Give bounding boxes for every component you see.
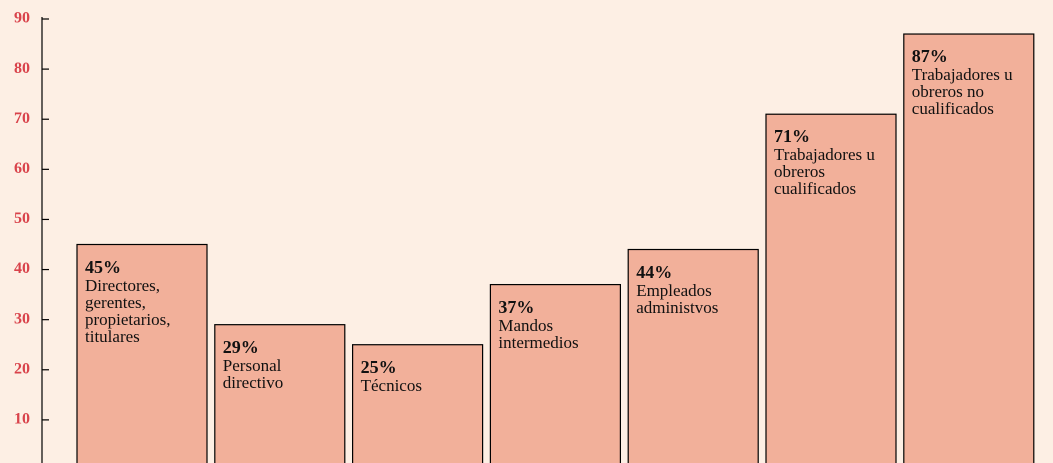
y-tick-label: 20	[14, 360, 30, 377]
bar-label: 37% Mandos intermedios	[498, 296, 618, 352]
y-tick-label: 60	[14, 160, 30, 177]
bar-label: 71% Trabajadores u obreros cualificados	[774, 126, 894, 199]
bar-label: 87% Trabajadores u obreros no cualificado…	[911, 46, 1032, 119]
y-tick-label: 80	[14, 60, 30, 77]
value-label: 44%	[636, 261, 673, 282]
category-label: Empleados administvos	[636, 280, 719, 317]
bar	[765, 113, 897, 463]
bar	[903, 33, 1035, 463]
bar-label: 29% Personal directivo	[222, 336, 343, 392]
category-label: Trabajadores u obreros no cualificados	[911, 65, 1013, 119]
category-label: Trabajadores u obreros cualificados	[774, 145, 875, 199]
category-label: Mandos intermedios	[498, 315, 579, 352]
value-label: 37%	[498, 296, 535, 317]
bar-label: 25% Técnicos	[360, 356, 481, 395]
value-label: 45%	[85, 256, 121, 277]
y-tick-label: 30	[14, 310, 30, 327]
bar	[76, 243, 208, 463]
category-label: Personal directivo	[222, 355, 284, 392]
y-tick-label: 90	[14, 10, 30, 27]
category-label: Técnicos	[360, 375, 422, 395]
bar	[214, 324, 346, 463]
bar-label: 44% Empleados administvos	[636, 261, 756, 317]
value-label: 29%	[222, 336, 259, 357]
bar-label: 45% Directores, gerentes, propietarios, t…	[85, 256, 205, 346]
bar	[352, 344, 484, 463]
value-label: 71%	[774, 126, 810, 147]
value-label: 25%	[360, 356, 397, 377]
y-tick-label: 10	[14, 411, 30, 428]
y-tick-label: 40	[14, 260, 30, 277]
y-tick-label: 70	[14, 110, 30, 127]
bar	[627, 248, 759, 463]
bar	[489, 283, 621, 463]
value-label: 87%	[911, 46, 948, 67]
category-label: Directores, gerentes, propietarios, titu…	[85, 275, 171, 346]
y-tick-label: 50	[14, 210, 30, 227]
